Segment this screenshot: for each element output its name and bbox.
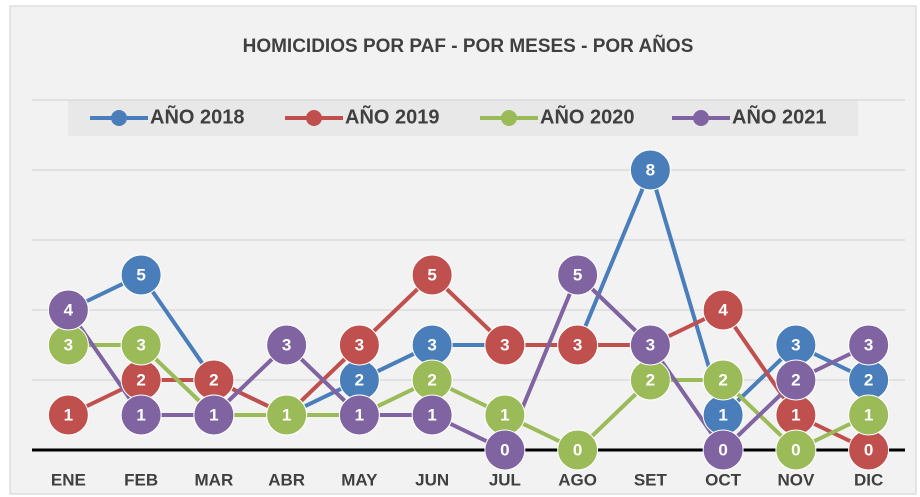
data-point — [702, 289, 744, 331]
data-label: 1 — [64, 405, 73, 424]
data-label: 3 — [646, 335, 655, 354]
data-point — [411, 394, 453, 436]
data-point — [484, 429, 526, 471]
legend-label: AÑO 2021 — [732, 105, 827, 128]
x-tick-label: AGO — [558, 470, 597, 489]
data-point — [266, 324, 308, 366]
data-label: 2 — [646, 370, 655, 389]
data-point — [47, 394, 89, 436]
x-tick-label: OCT — [705, 470, 742, 489]
legend-marker — [501, 110, 517, 126]
data-label: 3 — [282, 335, 291, 354]
legend-marker — [306, 110, 322, 126]
data-label: 1 — [500, 405, 509, 424]
data-label: 3 — [791, 335, 800, 354]
data-label: 5 — [427, 265, 436, 284]
data-label: 1 — [136, 405, 145, 424]
data-label: 1 — [864, 405, 873, 424]
data-label: 1 — [209, 405, 218, 424]
data-label: 2 — [718, 370, 727, 389]
data-label: 1 — [355, 405, 364, 424]
data-label: 0 — [791, 440, 800, 459]
data-label: 0 — [864, 440, 873, 459]
data-point — [775, 429, 817, 471]
data-label: 4 — [64, 300, 74, 319]
data-point — [338, 324, 380, 366]
data-point — [266, 394, 308, 436]
data-label: 3 — [427, 335, 436, 354]
x-tick-label: ENE — [51, 470, 86, 489]
legend-label: AÑO 2020 — [540, 105, 635, 128]
data-label: 4 — [718, 300, 728, 319]
x-tick-label: SET — [634, 470, 668, 489]
data-label: 2 — [427, 370, 436, 389]
data-label: 1 — [791, 405, 800, 424]
legend-marker — [111, 110, 127, 126]
x-tick-label: MAY — [341, 470, 378, 489]
data-point — [411, 254, 453, 296]
data-label: 2 — [791, 370, 800, 389]
data-point — [848, 394, 890, 436]
data-point — [47, 289, 89, 331]
data-label: 3 — [864, 335, 873, 354]
data-point — [848, 324, 890, 366]
data-point — [702, 429, 744, 471]
chart-title: HOMICIDIOS POR PAF - POR MESES - POR AÑO… — [243, 35, 694, 57]
data-point — [629, 149, 671, 191]
data-point — [193, 394, 235, 436]
data-label: 5 — [573, 265, 582, 284]
data-label: 1 — [427, 405, 436, 424]
data-label: 0 — [500, 440, 509, 459]
data-label: 3 — [500, 335, 509, 354]
data-label: 3 — [136, 335, 145, 354]
data-label: 3 — [64, 335, 73, 354]
data-label: 1 — [282, 405, 291, 424]
legend-label: AÑO 2018 — [150, 105, 245, 128]
data-point — [338, 394, 380, 436]
data-point — [484, 324, 526, 366]
data-label: 3 — [573, 335, 582, 354]
data-point — [702, 359, 744, 401]
data-label: 2 — [209, 370, 218, 389]
legend-marker — [693, 110, 709, 126]
data-label: 0 — [718, 440, 727, 459]
data-label: 1 — [718, 405, 727, 424]
x-tick-label: MAR — [195, 470, 234, 489]
x-tick-label: JUL — [489, 470, 521, 489]
data-point — [120, 324, 162, 366]
data-label: 8 — [646, 160, 655, 179]
data-label: 0 — [573, 440, 582, 459]
data-label: 2 — [136, 370, 145, 389]
legend-label: AÑO 2019 — [345, 105, 440, 128]
data-label: 2 — [355, 370, 364, 389]
x-tick-label: FEB — [124, 470, 158, 489]
data-label: 5 — [136, 265, 145, 284]
data-point — [120, 394, 162, 436]
data-point — [629, 324, 671, 366]
data-label: 3 — [355, 335, 364, 354]
data-point — [557, 429, 599, 471]
x-tick-label: NOV — [777, 470, 815, 489]
x-tick-label: ABR — [268, 470, 305, 489]
x-tick-label: DIC — [854, 470, 883, 489]
data-point — [775, 359, 817, 401]
data-label: 2 — [864, 370, 873, 389]
x-tick-label: JUN — [415, 470, 449, 489]
data-point — [557, 254, 599, 296]
data-point — [557, 324, 599, 366]
data-point — [120, 254, 162, 296]
